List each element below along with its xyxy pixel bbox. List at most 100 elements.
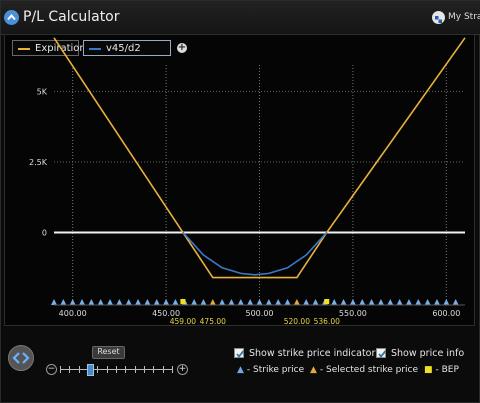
slider-tick [144, 366, 145, 373]
x-tick-label: 600.00 [432, 309, 460, 318]
selected-strike-marker [209, 299, 216, 305]
strike-price-marker [97, 299, 104, 305]
strike-price-marker [237, 299, 244, 305]
show-strike-indicators-checkbox[interactable] [234, 348, 245, 358]
add-series-button[interactable]: + [177, 43, 187, 53]
strike-price-marker [79, 299, 86, 305]
key-bep: ■ - BEP [424, 365, 459, 375]
strike-price-marker [153, 299, 160, 305]
strike-price-marker [60, 299, 67, 305]
key-bep-label: - BEP [435, 365, 459, 375]
x-tick-label: 450.00 [152, 309, 180, 318]
checkmark-icon [378, 350, 387, 358]
zoom-out-button[interactable]: − [46, 364, 57, 375]
strike-price-marker [247, 299, 254, 305]
strike-price-marker [349, 299, 356, 305]
selected-strike-marker [293, 299, 300, 305]
strike-price-marker [144, 299, 151, 305]
strike-price-marker [377, 299, 384, 305]
pl-chart[interactable]: 5K 2.5K 0 400.00 450.00 500.00 550.00 600.00 459… [5, 35, 474, 325]
strike-price-marker [424, 299, 431, 305]
strike-price-marker [415, 299, 422, 305]
minus-icon: − [47, 364, 56, 374]
zoom-slider[interactable] [60, 364, 173, 376]
show-strike-indicators-label: Show strike price indicators [249, 348, 381, 359]
key-strike-price: ▲ - Strike price [237, 365, 304, 375]
strike-price-marker [191, 299, 198, 305]
strike-price-marker [433, 299, 440, 305]
v45d2-swatch [89, 48, 101, 50]
slider-tick [106, 366, 108, 373]
x-tick-label: 550.00 [339, 309, 367, 318]
strike-price-marker [359, 299, 366, 305]
strike-price-marker [88, 299, 95, 305]
blue-triangle-icon: ▲ [237, 365, 244, 375]
y-tick-label: 5K [37, 87, 48, 96]
chart-panel: Expiration v45/d2 + 5K 2.5K 0 400.00 450.00 5… [4, 34, 475, 326]
bep-marker [324, 299, 330, 304]
slider-thumb[interactable] [87, 364, 95, 376]
caret-up-icon[interactable] [4, 10, 19, 25]
strike-price-marker [340, 299, 347, 305]
strike-price-marker [284, 299, 291, 305]
reset-button[interactable]: Reset [92, 346, 125, 359]
zoom-in-button[interactable]: + [177, 364, 188, 375]
y-tick-label: 0 [42, 228, 47, 237]
show-price-info-checkbox[interactable] [376, 348, 387, 358]
title-bar: P/L Calculator My Stra [1, 1, 480, 35]
plus-icon: + [178, 364, 187, 374]
key-selected-strike: ▲ - Selected strike price [310, 365, 418, 375]
strike-price-marker [405, 299, 412, 305]
orange-triangle-icon: ▲ [310, 365, 317, 375]
strike-price-marker [303, 299, 310, 305]
strike-price-marker [265, 299, 272, 305]
strike-price-marker [368, 299, 375, 305]
legend-item-v45d2[interactable]: v45/d2 [83, 40, 171, 56]
yellow-square-icon: ■ [424, 365, 433, 375]
price-label: 459.00 [170, 317, 196, 325]
show-price-info-label: Show price info [391, 348, 465, 359]
slider-tick [134, 366, 136, 373]
strike-price-marker [396, 299, 403, 305]
expiration-swatch [18, 48, 30, 50]
slider-tick [172, 366, 173, 373]
slider-tick [60, 366, 61, 373]
window-title: P/L Calculator [23, 9, 120, 25]
strike-price-marker [228, 299, 235, 305]
price-label: 536.00 [314, 317, 340, 325]
bep-marker [180, 299, 186, 304]
strategy-icon[interactable] [432, 11, 445, 24]
y-tick-label: 2.5K [29, 158, 48, 167]
strike-price-marker [172, 299, 179, 305]
price-label: 520.00 [284, 317, 310, 325]
strike-price-marker [51, 299, 57, 305]
strike-price-marker [69, 299, 76, 305]
slider-tick [69, 366, 71, 373]
key-strike-label: - Strike price [246, 365, 305, 375]
strike-price-marker [443, 299, 450, 305]
strike-price-marker [256, 299, 263, 305]
key-selected-label: - Selected strike price [319, 365, 419, 375]
strike-price-marker [387, 299, 394, 305]
slider-tick [125, 366, 127, 373]
legend-label-v45d2: v45/d2 [106, 43, 141, 54]
slider-tick [162, 366, 164, 373]
slider-tick [153, 366, 155, 373]
slider-tick [78, 366, 80, 373]
my-strategies-link[interactable]: My Stra [448, 12, 480, 22]
nav-arrows-button[interactable] [8, 345, 34, 371]
x-tick-label: 400.00 [59, 309, 87, 318]
strike-price-marker [116, 299, 123, 305]
strike-price-marker [312, 299, 319, 305]
strike-price-marker [275, 299, 282, 305]
strike-price-marker [331, 299, 338, 305]
plus-icon: + [177, 42, 187, 53]
price-label: 475.00 [200, 317, 226, 325]
strike-price-marker [125, 299, 132, 305]
strike-price-marker [163, 299, 170, 305]
strike-price-marker [107, 299, 114, 305]
slider-tick [97, 366, 99, 373]
series-line-v45d2 [182, 231, 328, 276]
strike-price-marker [452, 299, 459, 305]
